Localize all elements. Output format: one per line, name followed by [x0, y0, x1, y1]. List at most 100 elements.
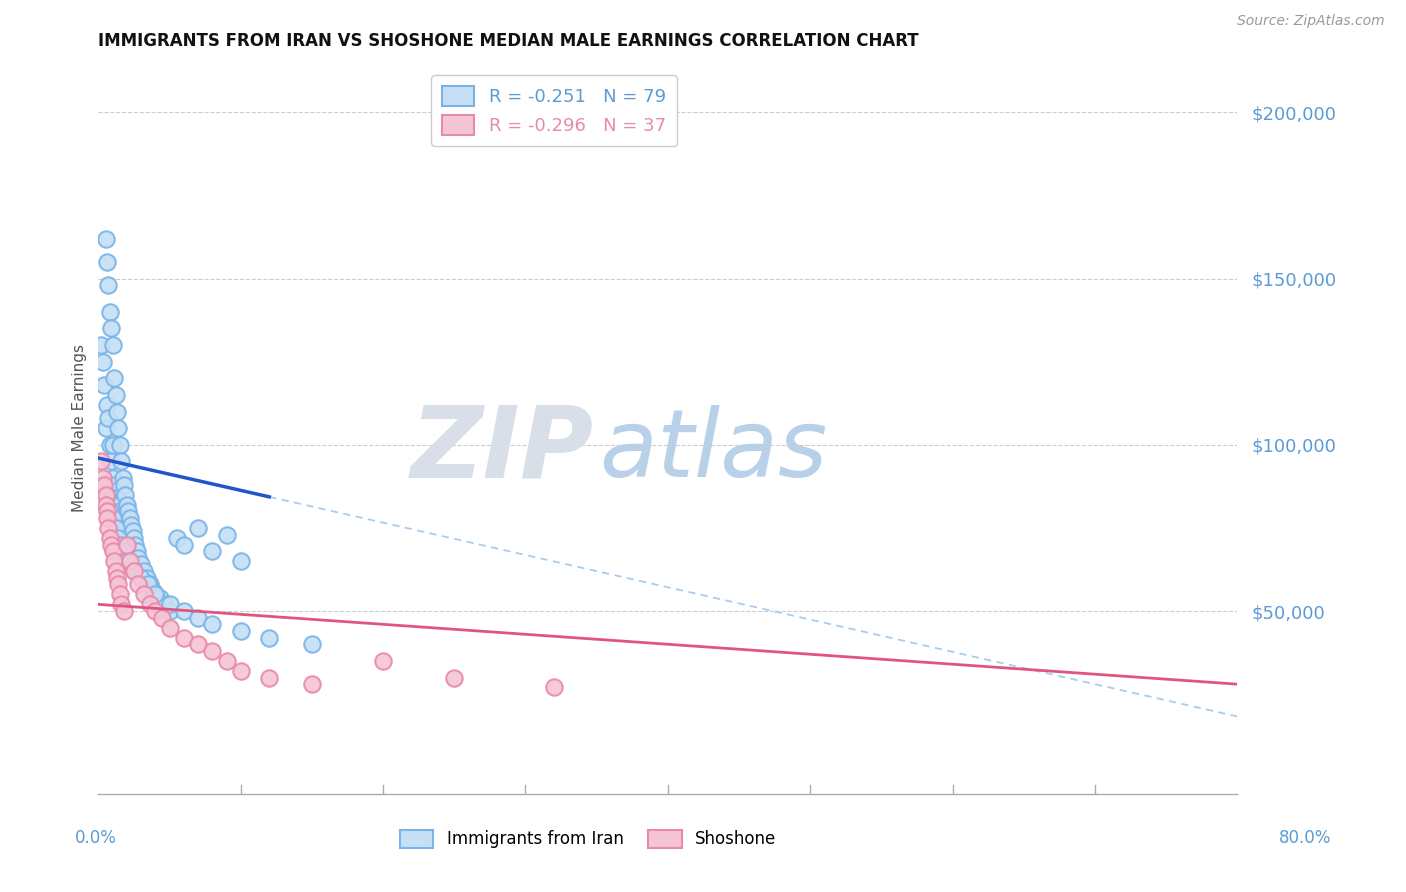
Point: [135, 571, 157, 585]
Point: [187, 637, 209, 651]
Point: [101, 511, 124, 525]
Point: [129, 571, 152, 585]
Point: [443, 671, 465, 685]
Point: [103, 477, 125, 491]
Point: [543, 681, 565, 695]
Point: [93, 477, 115, 491]
Point: [114, 488, 136, 502]
Point: [100, 454, 122, 468]
Point: [229, 624, 252, 638]
Point: [215, 527, 238, 541]
Point: [166, 531, 188, 545]
Point: [201, 617, 224, 632]
Point: [112, 544, 135, 558]
Y-axis label: Median Male Earnings: Median Male Earnings: [72, 344, 87, 512]
Text: atlas: atlas: [599, 405, 828, 496]
Point: [98, 504, 121, 518]
Point: [138, 577, 160, 591]
Point: [101, 438, 124, 452]
Point: [173, 631, 195, 645]
Point: [112, 524, 135, 539]
Point: [121, 524, 143, 539]
Point: [94, 232, 117, 246]
Point: [145, 587, 167, 601]
Point: [98, 438, 121, 452]
Point: [107, 577, 129, 591]
Point: [110, 598, 132, 612]
Point: [105, 491, 128, 505]
Point: [125, 544, 148, 558]
Point: [103, 371, 125, 385]
Point: [138, 598, 160, 612]
Text: 80.0%: 80.0%: [1278, 829, 1331, 847]
Point: [100, 537, 122, 551]
Point: [149, 591, 172, 605]
Point: [96, 511, 118, 525]
Point: [107, 498, 129, 512]
Point: [115, 537, 138, 551]
Point: [103, 554, 125, 568]
Point: [259, 631, 281, 645]
Point: [110, 537, 132, 551]
Point: [104, 388, 127, 402]
Point: [127, 550, 149, 565]
Point: [259, 671, 281, 685]
Point: [107, 531, 129, 545]
Point: [201, 644, 224, 658]
Point: [145, 587, 167, 601]
Point: [159, 598, 181, 612]
Point: [115, 498, 138, 512]
Point: [97, 411, 120, 425]
Point: [98, 531, 121, 545]
Point: [132, 564, 155, 578]
Point: [132, 587, 155, 601]
Point: [111, 517, 134, 532]
Point: [90, 338, 112, 352]
Point: [129, 558, 152, 572]
Legend: Immigrants from Iran, Shoshone: Immigrants from Iran, Shoshone: [394, 823, 783, 855]
Point: [111, 471, 134, 485]
Point: [152, 610, 174, 624]
Point: [108, 587, 131, 601]
Point: [108, 504, 131, 518]
Point: [117, 544, 139, 558]
Point: [101, 338, 124, 352]
Point: [229, 664, 252, 678]
Point: [187, 610, 209, 624]
Point: [97, 278, 120, 293]
Point: [96, 488, 118, 502]
Point: [112, 477, 135, 491]
Point: [112, 604, 135, 618]
Point: [159, 604, 181, 618]
Text: 0.0%: 0.0%: [75, 829, 117, 847]
Point: [118, 511, 141, 525]
Text: Source: ZipAtlas.com: Source: ZipAtlas.com: [1237, 14, 1385, 28]
Point: [120, 517, 142, 532]
Point: [301, 637, 323, 651]
Point: [173, 604, 195, 618]
Point: [229, 554, 252, 568]
Point: [105, 571, 128, 585]
Point: [94, 488, 117, 502]
Point: [110, 454, 132, 468]
Point: [96, 255, 118, 269]
Point: [145, 604, 167, 618]
Point: [127, 577, 149, 591]
Point: [136, 577, 159, 591]
Point: [122, 564, 145, 578]
Point: [94, 498, 117, 512]
Point: [115, 537, 138, 551]
Point: [173, 537, 195, 551]
Point: [124, 537, 146, 551]
Point: [118, 554, 141, 568]
Point: [96, 398, 118, 412]
Point: [100, 321, 122, 335]
Point: [104, 484, 127, 499]
Point: [94, 421, 117, 435]
Text: ZIP: ZIP: [411, 401, 593, 499]
Point: [159, 621, 181, 635]
Point: [115, 554, 138, 568]
Text: IMMIGRANTS FROM IRAN VS SHOSHONE MEDIAN MALE EARNINGS CORRELATION CHART: IMMIGRANTS FROM IRAN VS SHOSHONE MEDIAN …: [98, 32, 920, 50]
Point: [373, 654, 395, 668]
Point: [122, 564, 145, 578]
